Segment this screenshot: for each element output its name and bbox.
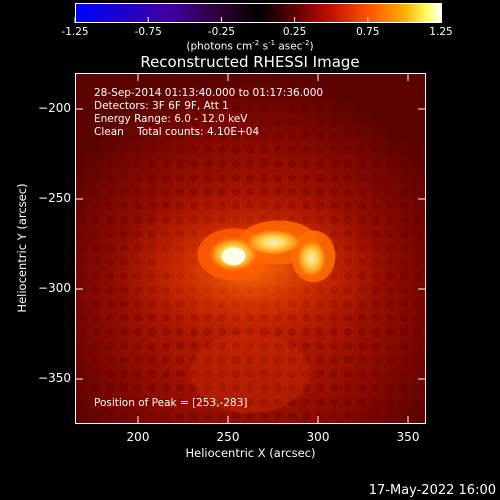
colorbar bbox=[75, 3, 442, 23]
colorbar-tick-label: -0.75 bbox=[134, 26, 162, 38]
colorbar-tick-label: 0.75 bbox=[356, 26, 380, 38]
energy-range-text: Energy Range: 6.0 - 12.0 keV bbox=[94, 113, 248, 125]
colorbar-tick-label: -0.25 bbox=[207, 26, 235, 38]
flare-source bbox=[243, 228, 304, 257]
peak-marker bbox=[221, 247, 246, 266]
clean-total-counts-text: Clean Total counts: 4.10E+04 bbox=[94, 126, 260, 138]
colorbar-tick-label: 0.25 bbox=[282, 26, 307, 38]
chart-title: Reconstructed RHESSI Image bbox=[140, 53, 360, 71]
x-tick-label: 250 bbox=[216, 430, 240, 444]
y-axis-label: Heliocentric Y (arcsec) bbox=[15, 183, 29, 313]
colorbar-tick-label: -1.25 bbox=[61, 26, 89, 38]
footer-date: 17-May-2022 16:00 bbox=[368, 483, 496, 498]
detectors-text: Detectors: 3F 6F 9F, Att 1 bbox=[94, 100, 229, 112]
x-tick-label: 350 bbox=[396, 430, 420, 444]
heatmap-plot bbox=[75, 73, 426, 424]
x-tick-label: 300 bbox=[306, 430, 330, 444]
y-tick-label: −350 bbox=[38, 371, 71, 385]
flare-source bbox=[295, 238, 328, 279]
y-tick-label: −250 bbox=[38, 191, 71, 205]
x-axis-label: Heliocentric X (arcsec) bbox=[185, 446, 316, 460]
colorbar-unit: (photons cm-2 s-1 asec-2) bbox=[186, 39, 314, 53]
time-range-text: 28-Sep-2014 01:13:40.000 to 01:17:36.000 bbox=[94, 87, 324, 99]
observation-info: 28-Sep-2014 01:13:40.000 to 01:17:36.000… bbox=[94, 87, 323, 139]
colorbar-ticks bbox=[74, 17, 442, 23]
x-tick-label: 200 bbox=[126, 430, 150, 444]
y-tick-label: −300 bbox=[38, 281, 71, 295]
peak-position-text: Position of Peak = [253,-283] bbox=[94, 397, 248, 409]
colorbar-tick-label: 1.25 bbox=[429, 26, 453, 38]
y-tick-label: −200 bbox=[38, 101, 71, 115]
